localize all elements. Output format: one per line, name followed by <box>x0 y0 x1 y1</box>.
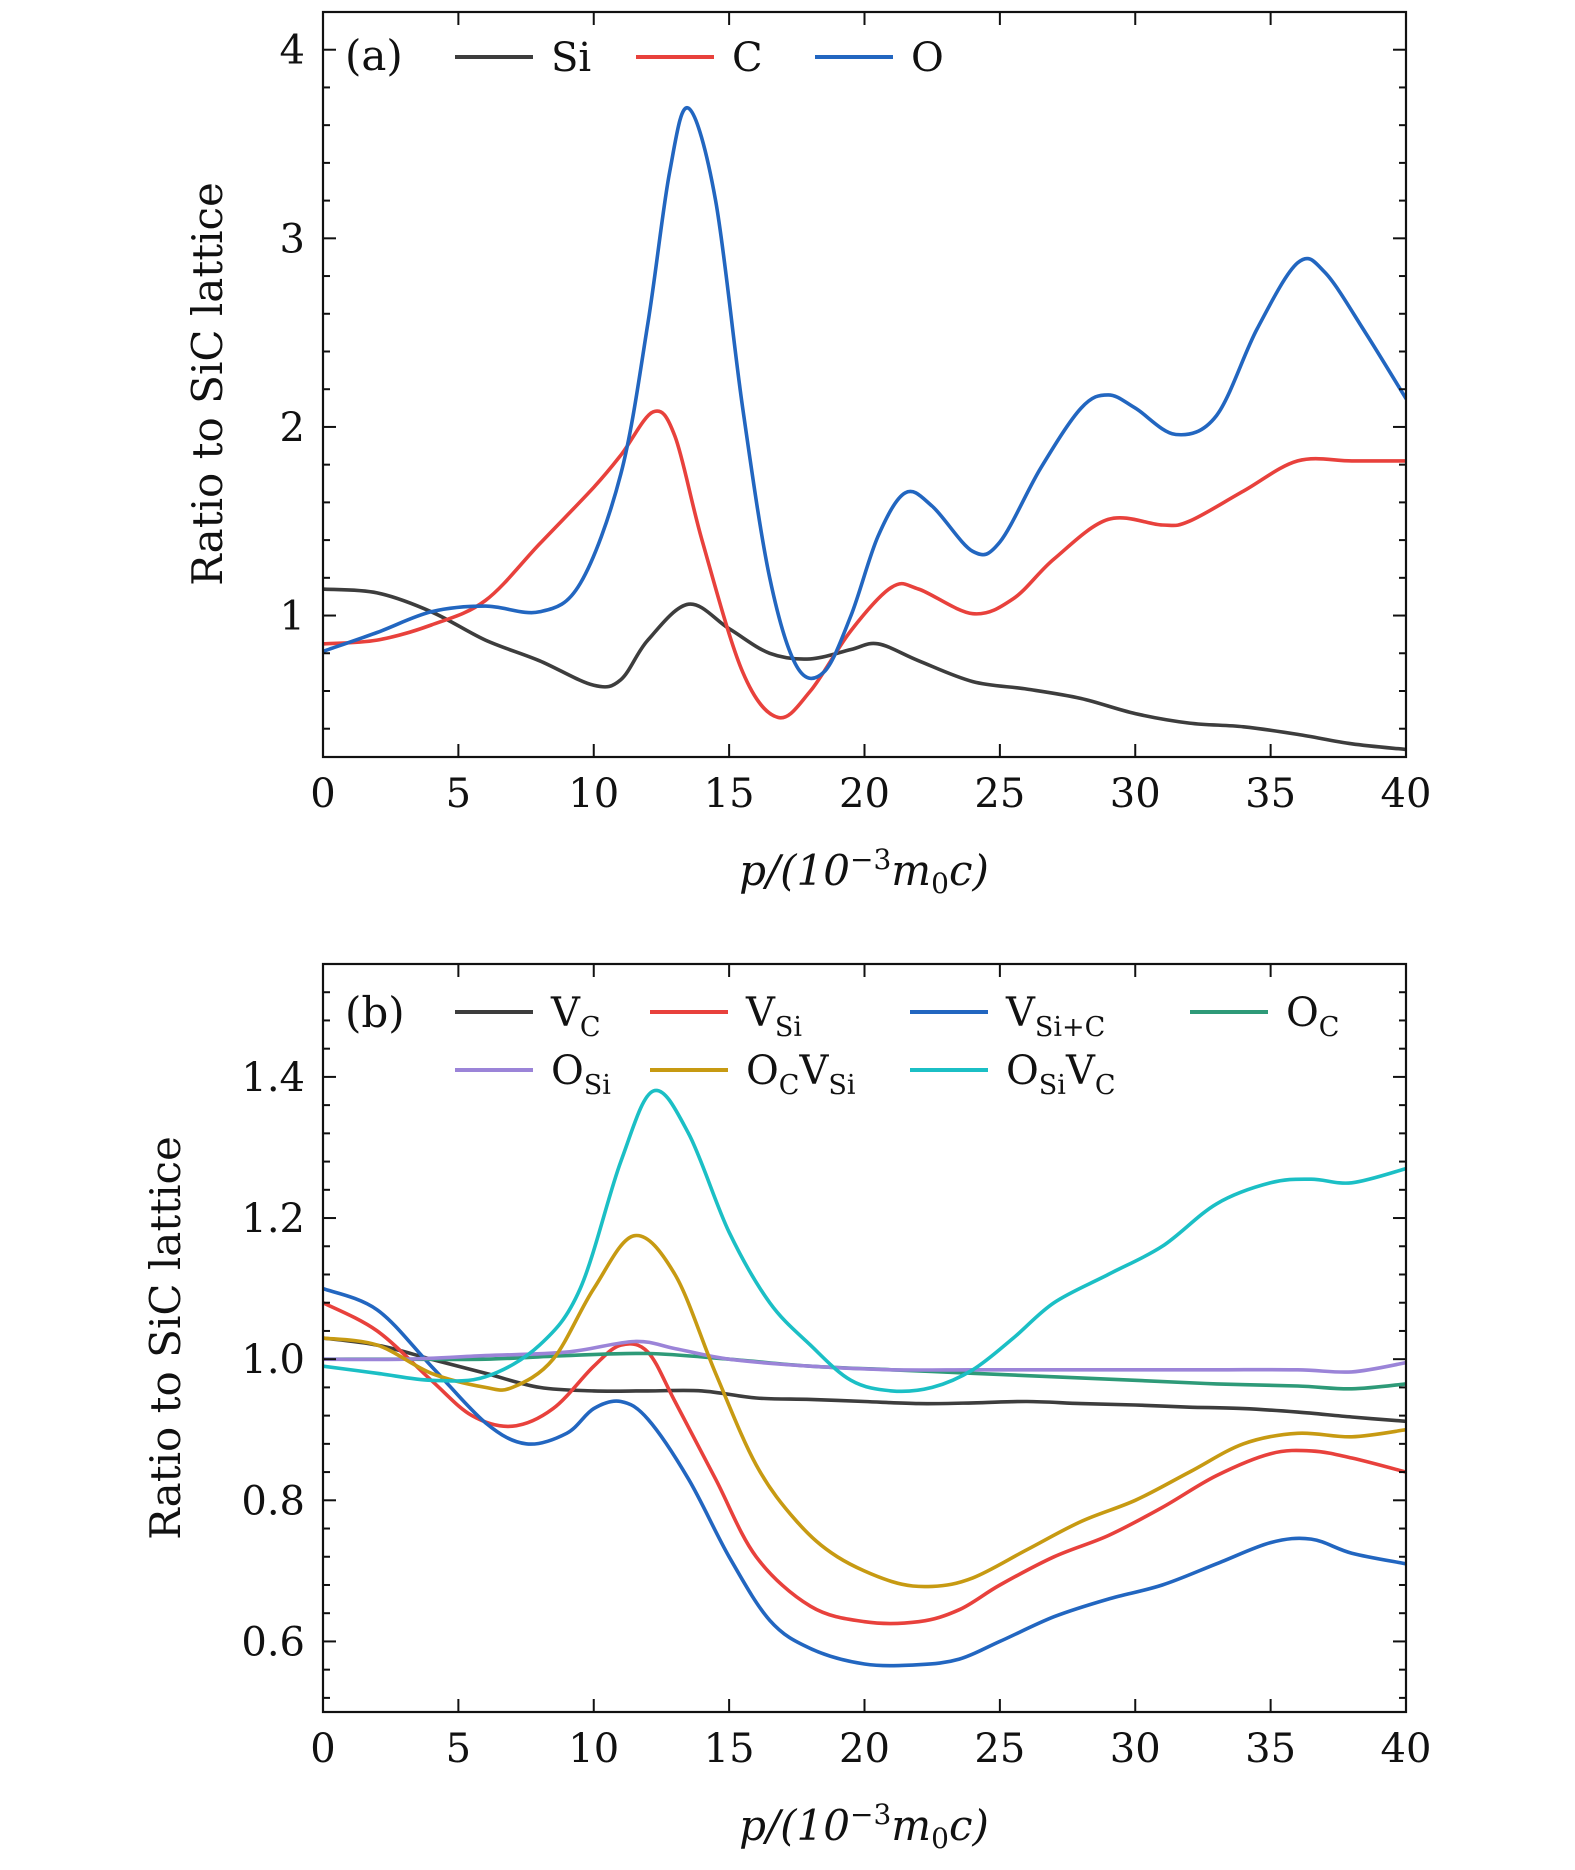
panel-b-legend-item: OCVSi <box>650 1048 856 1101</box>
panel-b-series-line-vsi <box>323 1300 1406 1626</box>
panel-a-x-axis-label: p/(10−3m0c) <box>739 843 989 900</box>
panel-a-label: (a) <box>345 31 403 80</box>
panel-a-x-tick-label: 30 <box>1110 771 1161 817</box>
panel-b-x-ticks: 0 5 10 15 20 25 30 35 40 <box>310 964 1431 1772</box>
panel-a-y-tick-label: 4 <box>280 28 305 74</box>
panel-b-legend-item: OC <box>1190 990 1339 1043</box>
panel-a-legend-item: Si <box>455 35 591 81</box>
panel-b-legend-item: VC <box>455 990 601 1043</box>
panel-b-legend-label: OSi <box>551 1048 611 1101</box>
panel-a-legend-label: O <box>911 35 944 81</box>
panel-a-series-line-c <box>323 409 1406 720</box>
panel-b-x-axis-label-c: c) <box>949 1801 989 1850</box>
panel-a-y-tick-label: 3 <box>280 216 305 262</box>
panel-b-legend-item: OSiVC <box>910 1048 1116 1101</box>
panel-b-label: (b) <box>345 988 405 1037</box>
panel-a-x-tick-label: 35 <box>1245 771 1296 817</box>
panel-a-y-tick-label: 2 <box>280 405 305 451</box>
panel-b-y-tick-label: 1.4 <box>241 1055 305 1101</box>
panel-a-x-tick-label: 0 <box>310 771 335 817</box>
panel-a-y-ticks: 1 2 3 4 <box>280 11 1406 730</box>
panel-b-legend-item: VSi+C <box>910 990 1105 1043</box>
panel-a-y-axis-label: Ratio to SiC lattice <box>183 182 232 586</box>
panel-a-x-axis-label-c: c) <box>949 846 989 895</box>
panel-a-x-tick-label: 15 <box>704 771 755 817</box>
panel-a-curves <box>323 106 1406 752</box>
panel-b-curves <box>323 1088 1406 1668</box>
panel-a-legend-label: Si <box>551 35 591 81</box>
panel-b-x-axis-label-m: m <box>891 1801 931 1850</box>
panel-b-x-axis-label-exponent: −3 <box>850 1798 891 1831</box>
panel-b-y-tick-label: 1.2 <box>241 1196 305 1242</box>
panel-a-x-tick-label: 40 <box>1381 771 1432 817</box>
panel-a-x-ticks: 0 5 10 15 20 25 30 35 40 <box>310 12 1431 817</box>
panel-b-legend-item: VSi <box>650 990 802 1043</box>
panel-a-series-line-si <box>323 587 1406 752</box>
panel-b-legend-label: VSi <box>745 990 802 1043</box>
panel-a-x-tick-label: 20 <box>839 771 890 817</box>
panel-b-x-tick-label: 0 <box>310 1726 335 1772</box>
panel-b-legend-label: OCVSi <box>746 1048 856 1101</box>
panel-b-y-ticks: 0.6 0.8 1.0 1.2 1.4 <box>241 963 1406 1699</box>
panel-b-y-tick-label: 1.0 <box>241 1337 305 1383</box>
panel-b-x-tick-label: 40 <box>1381 1726 1432 1772</box>
panel-b-x-axis-label-subscript: 0 <box>931 1822 949 1855</box>
panel-a-y-tick-label: 1 <box>280 594 305 640</box>
panel-a-series-line-o <box>323 106 1406 681</box>
panel-a: 0 5 10 15 20 25 30 35 40 1 2 3 4 (a) Si C O Ratio to … <box>183 10 1431 900</box>
panel-b-x-tick-label: 20 <box>839 1726 890 1772</box>
panel-b-series-line-osivc <box>323 1088 1406 1394</box>
panel-b-series-line-osi <box>323 1339 1406 1374</box>
panel-b-series-line-vsi-c <box>323 1286 1406 1668</box>
panel-b-legend-item: OSi <box>455 1048 611 1101</box>
panel-b: 0 5 10 15 20 25 30 35 40 0.60.81.01.21.4 (b) VC V… <box>141 962 1431 1855</box>
panel-a-legend-item: C <box>636 35 763 81</box>
panel-b-y-tick-label: 0.8 <box>241 1478 305 1524</box>
panel-a-legend: Si C O <box>455 35 944 81</box>
panel-a-x-tick-label: 5 <box>446 771 471 817</box>
panel-a-legend-label: C <box>732 35 763 81</box>
panel-b-y-axis-label: Ratio to SiC lattice <box>141 1136 190 1540</box>
panel-b-legend-label: VSi+C <box>1005 990 1105 1043</box>
panel-b-x-tick-label: 15 <box>704 1726 755 1772</box>
panel-a-x-axis-label-subscript: 0 <box>931 867 949 900</box>
panel-b-x-tick-label: 30 <box>1110 1726 1161 1772</box>
panel-a-x-tick-label: 10 <box>568 771 619 817</box>
panel-b-legend-label: OSiVC <box>1006 1048 1116 1101</box>
panel-b-legend: VC VSi VSi+C OC OSi OCVSi OSiVC <box>455 990 1339 1101</box>
panel-b-x-tick-label: 10 <box>568 1726 619 1772</box>
panel-a-x-axis-label-m: m <box>891 846 931 895</box>
panel-b-x-axis-label: p/(10−3m0c) <box>739 1798 989 1855</box>
panel-b-x-tick-label: 35 <box>1245 1726 1296 1772</box>
panel-a-x-tick-label: 25 <box>974 771 1025 817</box>
panel-b-series-line-vc <box>323 1336 1406 1424</box>
panel-b-legend-label: OC <box>1286 990 1339 1043</box>
panel-a-legend-item: O <box>815 35 944 81</box>
panel-b-legend-label: VC <box>550 990 601 1043</box>
panel-b-y-tick-label: 0.6 <box>241 1619 305 1665</box>
panel-a-x-axis-label-p: p/(10 <box>739 846 850 895</box>
panel-b-x-tick-label: 25 <box>974 1726 1025 1772</box>
panel-a-x-axis-label-exponent: −3 <box>850 843 891 876</box>
panel-b-x-tick-label: 5 <box>446 1726 471 1772</box>
panel-b-x-axis-label-p: p/(10 <box>739 1801 850 1850</box>
panel-b-series-line-ocvsi <box>323 1233 1406 1589</box>
